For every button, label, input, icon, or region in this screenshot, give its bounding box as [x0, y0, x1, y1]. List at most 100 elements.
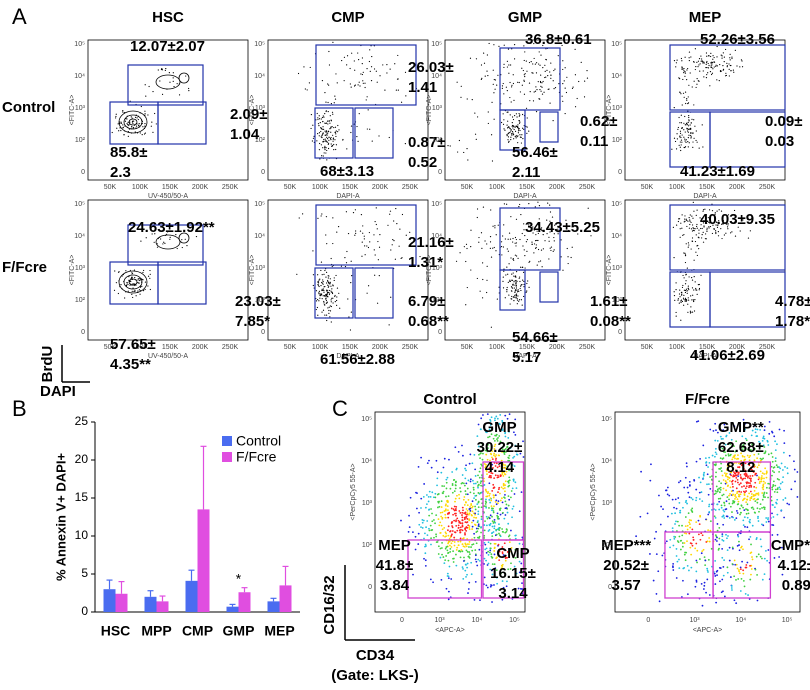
event-dot — [743, 458, 746, 461]
event-dot — [716, 503, 719, 506]
event-dot — [319, 278, 321, 280]
event-dot — [327, 110, 329, 113]
event-dot — [326, 301, 328, 303]
event-dot — [757, 498, 759, 501]
event-dot — [717, 548, 720, 551]
event-dot — [781, 573, 784, 576]
event-dot — [447, 529, 449, 532]
event-dot — [518, 120, 521, 122]
x-tick-label: 100K — [669, 184, 686, 191]
event-dot — [535, 72, 538, 74]
event-dot — [731, 57, 733, 60]
event-dot — [683, 70, 685, 72]
event-dot — [738, 495, 741, 498]
event-dot — [733, 472, 736, 475]
event-dot — [699, 217, 701, 219]
corner-y-label: CD16/32 — [321, 575, 338, 634]
event-dot — [558, 83, 560, 85]
event-dot — [705, 77, 708, 79]
event-dot — [401, 213, 404, 216]
event-dot — [756, 435, 759, 437]
event-dot — [477, 445, 480, 448]
event-dot — [321, 80, 324, 82]
event-dot — [464, 543, 467, 546]
y-tick-label: 10⁴ — [601, 458, 612, 465]
event-dot — [553, 88, 555, 90]
event-dot — [724, 454, 727, 457]
y-axis-label: <FITC-A> — [426, 255, 433, 286]
event-dot — [512, 257, 514, 260]
event-dot — [516, 303, 518, 305]
event-dot — [466, 566, 469, 569]
event-dot — [687, 512, 690, 515]
event-dot — [685, 141, 687, 143]
event-dot — [185, 75, 187, 77]
event-dot — [704, 457, 707, 460]
event-dot — [473, 497, 475, 500]
event-dot — [672, 226, 674, 228]
event-dot — [439, 556, 442, 559]
event-dot — [686, 267, 688, 269]
event-dot — [511, 507, 514, 510]
event-dot — [139, 277, 141, 280]
event-dot — [322, 309, 325, 311]
event-dot — [502, 482, 505, 485]
event-dot — [172, 77, 174, 79]
event-dot — [776, 478, 779, 480]
gate — [709, 111, 786, 168]
event-dot — [738, 570, 740, 573]
event-dot — [739, 474, 742, 476]
event-dot — [514, 135, 516, 138]
event-dot — [736, 512, 739, 514]
event-dot — [492, 483, 495, 486]
event-dot — [125, 270, 127, 272]
event-dot — [665, 540, 668, 543]
event-dot — [445, 546, 448, 549]
event-dot — [708, 540, 711, 543]
event-dot — [493, 546, 496, 549]
plot-frame — [267, 199, 429, 341]
event-dot — [350, 131, 352, 134]
event-dot — [511, 131, 514, 133]
x-tick-label: 150K — [519, 344, 536, 351]
event-dot — [500, 567, 503, 570]
event-dot — [687, 285, 689, 287]
event-dot — [489, 247, 491, 249]
event-dot — [712, 68, 714, 70]
event-dot — [564, 67, 566, 69]
event-dot — [457, 550, 460, 553]
event-dot — [503, 224, 505, 226]
event-dot — [447, 552, 449, 554]
event-dot — [533, 252, 535, 254]
event-dot — [692, 227, 694, 229]
event-dot — [549, 231, 551, 233]
event-dot — [702, 231, 704, 234]
event-dot — [749, 564, 751, 567]
event-dot — [141, 285, 143, 287]
event-dot — [683, 566, 686, 569]
event-dot — [766, 559, 769, 562]
event-dot — [681, 60, 683, 62]
event-dot — [725, 508, 728, 510]
event-dot — [568, 229, 570, 232]
event-dot — [701, 124, 703, 126]
plot-title: Control — [423, 391, 476, 408]
event-dot — [676, 59, 678, 61]
event-dot — [122, 110, 124, 112]
event-dot — [500, 245, 503, 248]
event-dot — [690, 127, 692, 129]
event-dot — [490, 256, 493, 258]
event-dot — [673, 291, 675, 293]
event-dot — [757, 478, 760, 481]
event-dot — [452, 557, 455, 560]
event-dot — [462, 578, 465, 580]
event-dot — [536, 264, 538, 266]
event-dot — [497, 491, 499, 494]
event-dot — [728, 517, 731, 519]
event-dot — [499, 499, 502, 502]
event-dot — [771, 474, 773, 477]
event-dot — [736, 478, 739, 481]
event-dot — [765, 476, 768, 479]
event-dot — [447, 525, 450, 528]
event-dot — [683, 289, 686, 291]
